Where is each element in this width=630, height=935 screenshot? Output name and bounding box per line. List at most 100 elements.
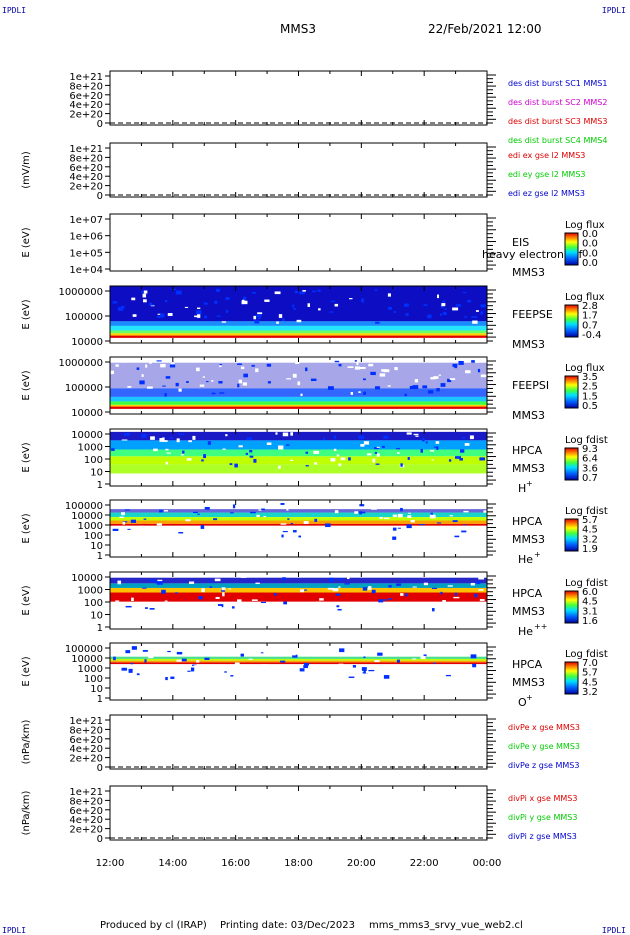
panel-1-ytick-label-1: 8e+20 (69, 81, 103, 92)
panel-4-speckle-7 (196, 307, 201, 310)
panel-6-spacecraft: MMS3 (512, 462, 545, 475)
panel-9-speckle-59 (145, 670, 150, 675)
panel-9-speckle-80 (144, 659, 147, 663)
page-title: MMS3 (280, 22, 316, 36)
panel-7-speckle-34 (430, 512, 433, 517)
panel-4-ytick-label-0: 1000000 (58, 287, 103, 298)
panel-9-colorbar-tick-0: 7.0 (582, 658, 598, 669)
panel-8-speckle-20 (273, 593, 277, 596)
panel-11-ytick-label-4: 2e+20 (69, 825, 103, 836)
panel-9-ytick-label-0: 100000 (65, 644, 103, 655)
panel-6-speckle-3 (363, 441, 370, 445)
panel-4-band-0 (110, 286, 487, 322)
panel-8-speckle-45 (327, 587, 334, 590)
panel-8-speckle-62 (470, 582, 475, 586)
panel-7-speckle-38 (200, 525, 205, 529)
panel-7-speckle-72 (130, 519, 137, 523)
panel-4-speckle-74 (165, 300, 168, 303)
panel-4-speckle-83 (404, 303, 409, 307)
panel-5-speckle-50 (292, 373, 297, 378)
panel-4-speckle-27 (150, 305, 155, 307)
panel-8-colorbar-tick-0: 6.0 (582, 587, 598, 598)
corner-label-bottom-right: IPDLI (601, 926, 626, 935)
panel-7-ytick-label-3: 100 (84, 531, 103, 542)
panel-5-speckle-2 (354, 360, 357, 362)
panel-4-speckle-64 (329, 311, 334, 313)
panel-7-speckle-4 (196, 503, 201, 505)
panel-6-speckle-16 (154, 438, 158, 440)
panel-7-speckle-89 (127, 528, 131, 530)
panel-8-speckle-37 (449, 579, 454, 582)
panel-4-speckle-21 (167, 313, 173, 317)
panel-8-species-sup: ++ (534, 622, 547, 631)
panel-6-speckle-62 (266, 442, 272, 446)
panel-5-speckle-9 (175, 382, 179, 387)
panel-9-species-sup: + (526, 693, 533, 702)
panel-8-speckle-59 (344, 583, 350, 585)
panel-6-speckle-51 (421, 438, 425, 442)
panel-8-speckle-54 (217, 604, 224, 608)
panel-9-speckle-48 (167, 650, 171, 653)
panel-7-speckle-69 (396, 530, 403, 534)
panel-10-ytick-label-4: 2e+20 (69, 754, 103, 765)
panel-9-ylabel: E (eV) (21, 656, 32, 686)
panel-5-speckle-35 (211, 380, 214, 382)
panel-5-speckle-81 (449, 378, 456, 380)
panel-6-speckle-52 (121, 439, 128, 441)
panel-6-colorbar-tick-0: 9.3 (582, 444, 598, 455)
panel-7-band-0 (110, 509, 487, 513)
panel-6-speckle-17 (430, 449, 435, 452)
panel-7-frame (109, 499, 488, 558)
panel-9-speckle-72 (348, 676, 355, 678)
panel-5-speckle-82 (480, 374, 487, 378)
panel-6-speckle-14 (425, 441, 428, 444)
panel-7-speckle-0 (292, 530, 297, 533)
panel-9-ytick-label-4: 10 (90, 684, 103, 695)
panel-5-speckle-51 (458, 361, 464, 365)
panel-7-instrument: HPCA (512, 515, 543, 528)
panel-9-speckle-42 (341, 675, 348, 677)
panel-6-speckle-9 (253, 459, 257, 463)
panel-4-speckle-16 (317, 289, 321, 292)
panel-4-speckle-11 (143, 290, 148, 294)
panel-4-speckle-55 (375, 321, 380, 324)
panel-8-speckle-66 (412, 586, 417, 588)
panel-8-speckle-47 (453, 596, 460, 599)
panel-8-speckle-63 (474, 593, 478, 598)
panel-8-speckle-51 (255, 582, 260, 585)
panel-9-speckle-12 (165, 677, 168, 681)
panel-5-speckle-66 (350, 391, 354, 395)
panel-10-ytick-label-5: 0 (97, 763, 103, 774)
panel-6-speckle-81 (278, 465, 281, 469)
panel-8-speckle-7 (431, 587, 438, 589)
panel-8-speckle-67 (214, 578, 221, 582)
panel-6-speckle-63 (225, 434, 228, 437)
panel-9-spacecraft: MMS3 (512, 676, 545, 689)
panel-6-band-3 (110, 456, 487, 465)
panel-6-speckle-11 (420, 448, 424, 453)
panel-11-legend-2: divPi z gse MMS3 (508, 832, 577, 841)
panel-9-speckle-81 (324, 674, 329, 678)
panel-8-colorbar-title: Log fdist (565, 578, 608, 589)
panel-5-speckle-15 (404, 393, 407, 397)
panel-4-speckle-6 (361, 298, 364, 303)
panel-6-ytick-label-1: 1000 (78, 443, 103, 454)
panel-6-speckle-55 (222, 448, 226, 450)
panel-6-speckle-2 (461, 437, 466, 439)
time-tick-label-1: 14:00 (158, 858, 187, 869)
panel-7-colorbar (564, 518, 579, 552)
panel-7-speckle-77 (167, 528, 170, 531)
panel-6-speckle-87 (413, 433, 419, 436)
panel-9-speckle-0 (261, 664, 268, 666)
panel-6-speckle-67 (201, 459, 204, 462)
panel-7-speckle-26 (243, 528, 250, 532)
panel-9-speckle-40 (249, 675, 256, 679)
panel-9-speckle-3 (192, 664, 197, 666)
panel-8-speckle-44 (478, 589, 484, 591)
panel-4-speckle-40 (184, 306, 189, 308)
panel-11-ytick-label-5: 0 (97, 834, 103, 845)
panel-3-colorbar-tick-0: 0.0 (582, 229, 598, 240)
panel-1-legend-3: des dist burst SC4 MMS4 (508, 136, 607, 145)
panel-6-speckle-36 (180, 454, 184, 456)
panel-4-speckle-78 (282, 318, 285, 321)
